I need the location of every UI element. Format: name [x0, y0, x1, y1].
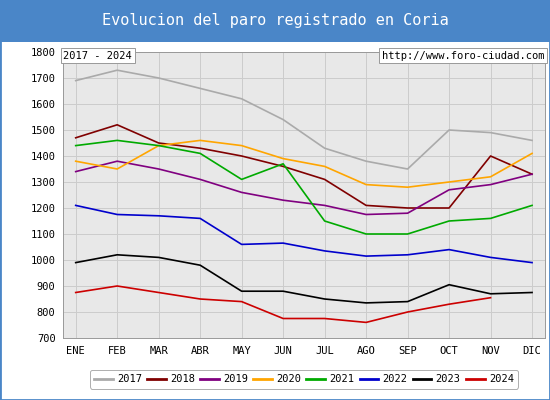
Legend: 2017, 2018, 2019, 2020, 2021, 2022, 2023, 2024: 2017, 2018, 2019, 2020, 2021, 2022, 2023… — [90, 370, 518, 388]
Text: 2017 - 2024: 2017 - 2024 — [63, 51, 132, 61]
Text: Evolucion del paro registrado en Coria: Evolucion del paro registrado en Coria — [102, 14, 448, 28]
Text: http://www.foro-ciudad.com: http://www.foro-ciudad.com — [382, 51, 544, 61]
